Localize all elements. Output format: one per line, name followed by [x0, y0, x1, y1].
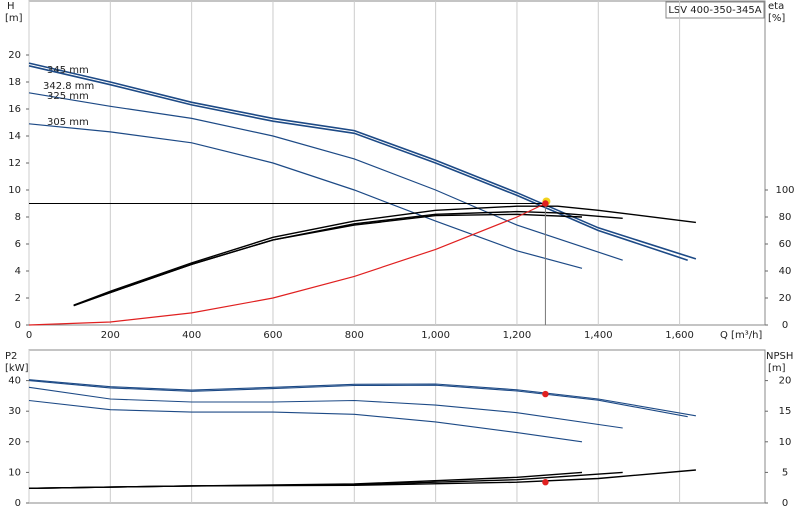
y-tick-label: 8 [15, 212, 21, 223]
x-tick-label: 400 [182, 330, 201, 341]
y2-tick-label: 60 [779, 239, 792, 250]
y-axis-label: P2 [5, 351, 17, 362]
y-tick-label: 20 [8, 437, 21, 448]
x-tick-label: 1,400 [584, 330, 613, 341]
y-tick-label: 4 [15, 266, 21, 277]
operating-point [542, 390, 549, 398]
y-axis-unit: [m] [5, 13, 23, 24]
curve-label: 305 mm [47, 117, 89, 128]
curve [28, 379, 696, 417]
plot-frame [28, 0, 766, 326]
curve [28, 92, 623, 261]
y2-tick-label: 15 [779, 406, 792, 417]
y2-axis-unit: [%] [768, 13, 785, 24]
curve [28, 123, 583, 269]
x-tick-label: 1,200 [503, 330, 532, 341]
y-tick-label: 12 [8, 158, 21, 169]
curve [28, 202, 546, 326]
y-tick-label: 0 [15, 320, 21, 331]
y-tick-label: 2 [15, 293, 21, 304]
curve-label: 345 mm [47, 65, 89, 76]
x-tick-label: 600 [263, 330, 282, 341]
chart-title: LSV 400-350-345A [668, 5, 761, 16]
y-tick-label: 0 [15, 498, 21, 509]
y2-tick-label: 5 [782, 467, 788, 478]
y-axis-unit: [kW] [5, 363, 29, 374]
operating-point [542, 478, 549, 486]
y-tick-label: 14 [8, 131, 21, 142]
curve [28, 386, 623, 429]
y2-tick-label: 40 [779, 266, 792, 277]
curve-label: 342.8 mm [43, 81, 94, 92]
y-tick-label: 6 [15, 239, 21, 250]
curve-label: 325 mm [47, 91, 89, 102]
y2-axis-label: eta [768, 1, 784, 12]
curve [28, 469, 696, 489]
x-tick-label: 200 [101, 330, 120, 341]
x-tick-label: 1,600 [665, 330, 694, 341]
x-axis-label: Q [m³/h] [720, 330, 762, 341]
curve [73, 205, 696, 306]
curve [28, 471, 583, 489]
y2-tick-label: 0 [782, 498, 788, 509]
y2-axis-unit: [m] [768, 363, 786, 374]
y-tick-label: 30 [8, 406, 21, 417]
curve [28, 380, 688, 418]
y-tick-label: 10 [8, 185, 21, 196]
y-tick-label: 10 [8, 467, 21, 478]
y-tick-label: 16 [8, 104, 21, 115]
x-tick-label: 0 [26, 330, 32, 341]
y2-tick-label: 100 [775, 185, 794, 196]
x-tick-label: 800 [345, 330, 364, 341]
plot-frame [28, 349, 766, 504]
y2-tick-label: 80 [779, 212, 792, 223]
curve [28, 65, 688, 261]
curve [28, 399, 583, 443]
y-tick-label: 20 [8, 50, 21, 61]
y2-tick-label: 10 [779, 437, 792, 448]
y2-tick-label: 20 [779, 376, 792, 387]
y2-tick-label: 0 [782, 320, 788, 331]
curve [73, 213, 583, 307]
y2-tick-label: 20 [779, 293, 792, 304]
operating-point [542, 200, 549, 207]
y2-axis-label: NPSH [766, 351, 793, 362]
title-box [665, 1, 765, 19]
y-tick-label: 18 [8, 77, 21, 88]
y-tick-label: 40 [8, 376, 21, 387]
y-axis-label: H [7, 1, 15, 12]
x-tick-label: 1,000 [421, 330, 450, 341]
